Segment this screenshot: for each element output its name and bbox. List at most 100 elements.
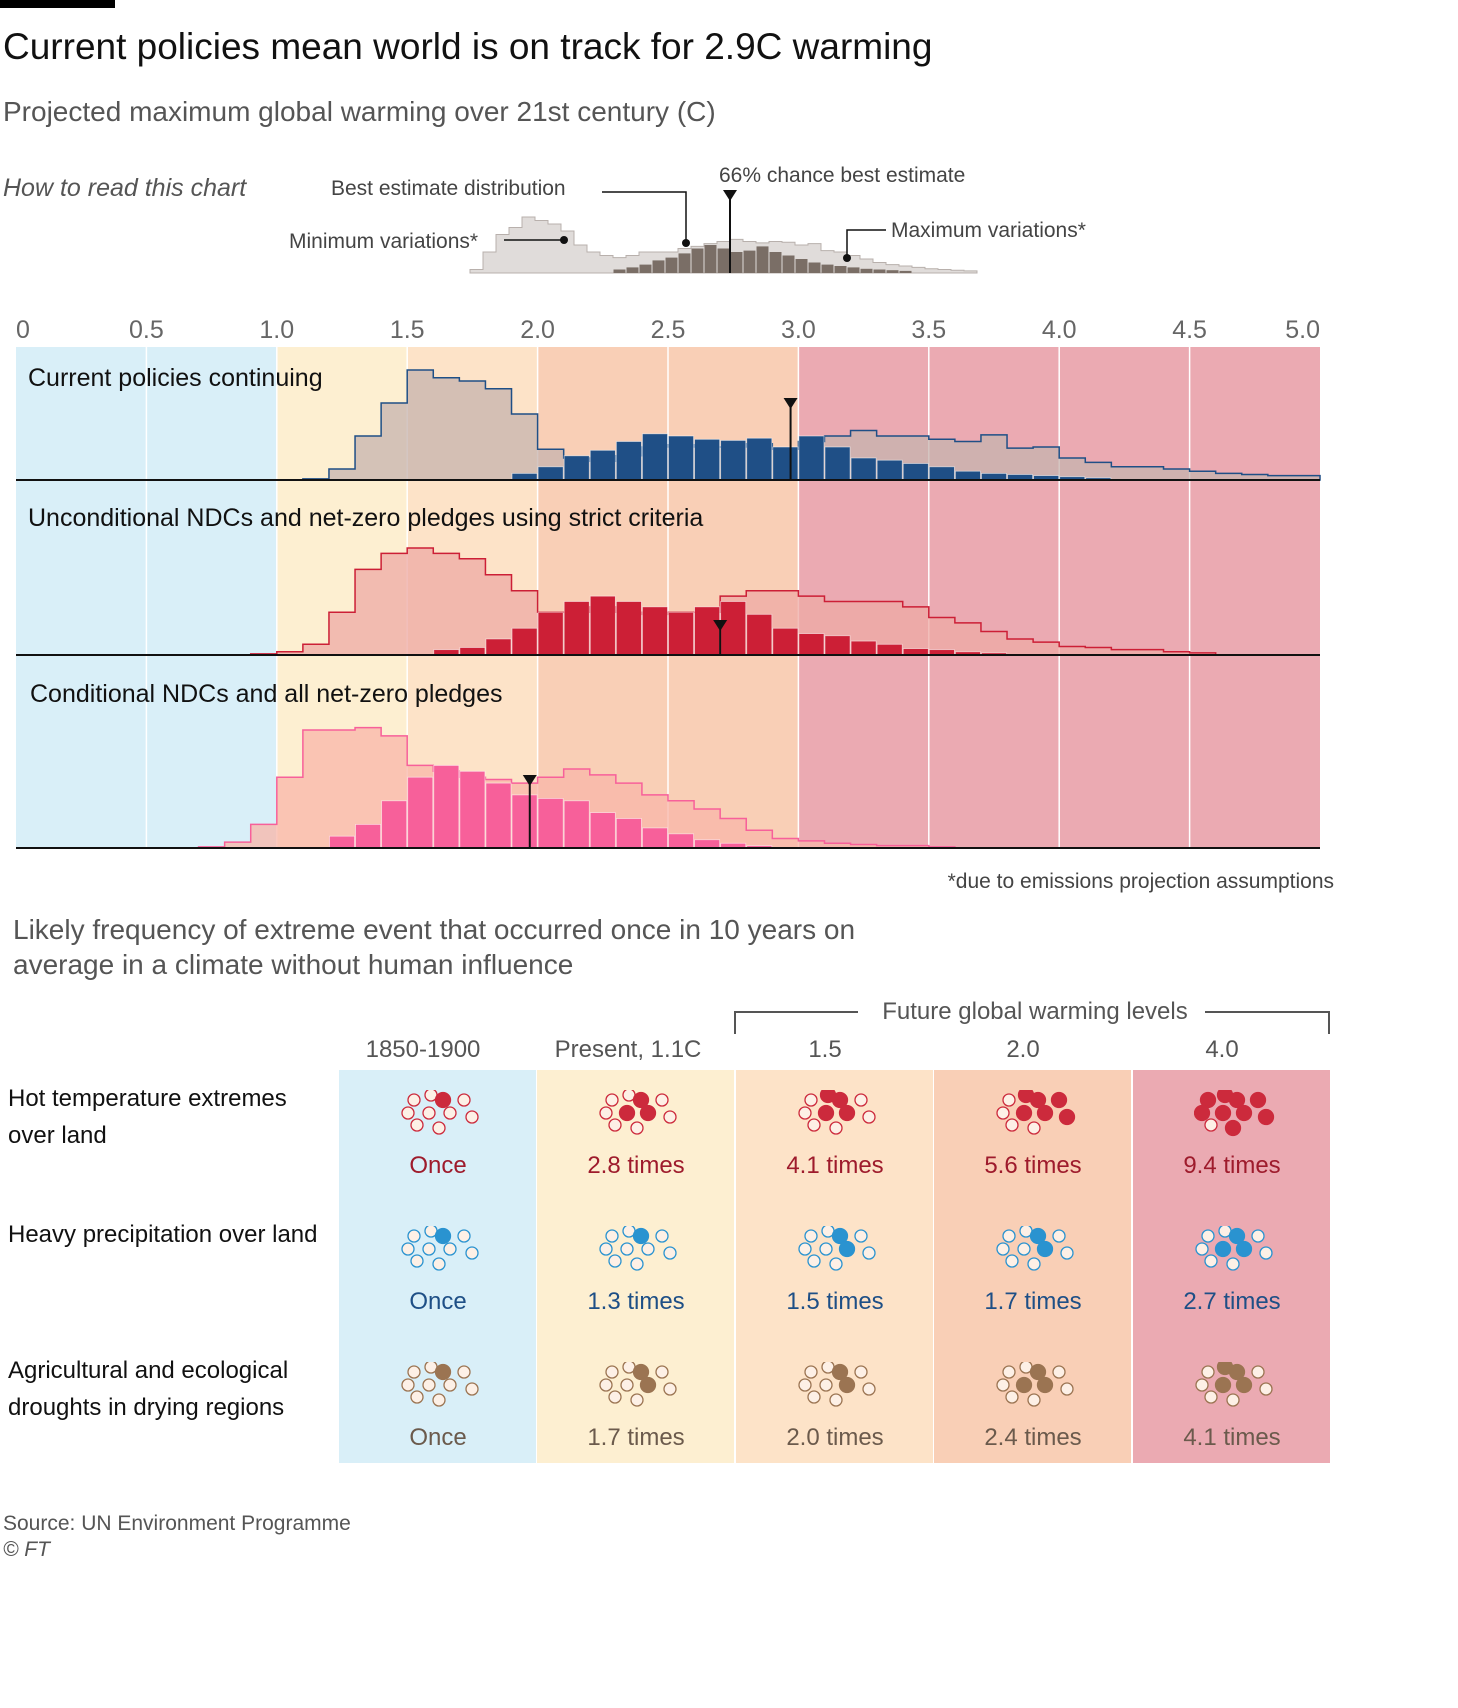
best-estimate-bar — [381, 800, 408, 849]
best-estimate-bar — [615, 818, 642, 849]
best-estimate-bar — [668, 833, 694, 849]
legend-bar — [899, 270, 912, 273]
column-header: 2.0 — [1006, 1036, 1040, 1063]
empty-dot — [806, 1118, 821, 1132]
frequency-value: 4.1 times — [786, 1152, 884, 1179]
frequency-dots — [598, 1226, 677, 1271]
best-estimate-bar — [407, 776, 434, 849]
empty-dot — [400, 1106, 415, 1120]
empty-dot — [1004, 1254, 1019, 1268]
best-estimate-bar — [876, 643, 903, 656]
x-tick-label: 2.5 — [651, 316, 686, 344]
empty-dot — [1001, 1229, 1016, 1243]
frequency-value: 9.4 times — [1183, 1152, 1281, 1179]
empty-dot — [1001, 1093, 1016, 1107]
future-levels-bracket — [734, 1011, 1330, 1034]
filled-dot — [1193, 1104, 1210, 1122]
best-estimate-bar — [850, 640, 877, 656]
frequency-value: 1.5 times — [786, 1288, 884, 1315]
frequency-value: 2.7 times — [1183, 1288, 1281, 1315]
best-estimate-bar — [798, 633, 825, 656]
filled-dot — [632, 1227, 649, 1245]
future-levels-label: Future global warming levels — [735, 998, 1335, 1026]
best-estimate-bar — [824, 446, 851, 481]
empty-dot — [629, 1393, 644, 1407]
legend-bar — [756, 246, 769, 273]
filled-dot — [831, 1363, 848, 1381]
frequency-value: 4.1 times — [1183, 1424, 1281, 1451]
empty-dot — [604, 1093, 619, 1107]
empty-dot — [1026, 1121, 1041, 1135]
row-label: Hot temperature extremes over land — [8, 1085, 287, 1149]
empty-dot — [1258, 1246, 1273, 1260]
best-estimate-bar — [642, 827, 668, 849]
frequency-dots — [797, 1362, 876, 1407]
empty-dot — [421, 1106, 436, 1120]
legend-bar — [730, 252, 743, 273]
row-label: Agricultural and ecological droughts in … — [8, 1357, 289, 1421]
filled-dot — [1235, 1240, 1252, 1258]
frequency-dots — [797, 1226, 876, 1271]
empty-dot — [1026, 1393, 1041, 1407]
legend-dot — [682, 239, 690, 247]
empty-dot — [400, 1378, 415, 1392]
empty-dot — [442, 1106, 457, 1120]
empty-dot — [456, 1365, 471, 1379]
frequency-value: 2.4 times — [984, 1424, 1082, 1451]
best-estimate-bar — [563, 601, 590, 656]
frequency-value: 1.7 times — [984, 1288, 1082, 1315]
legend-best-estimate-distribution: Best estimate distribution — [331, 177, 566, 200]
filled-dot — [838, 1376, 855, 1394]
empty-dot — [828, 1121, 843, 1135]
best-estimate-bar — [772, 446, 799, 481]
best-estimate-bar — [694, 438, 721, 481]
ft-top-bar — [0, 0, 115, 8]
empty-dot — [400, 1242, 415, 1256]
empty-dot — [607, 1390, 622, 1404]
empty-dot — [995, 1242, 1010, 1256]
empty-dot — [619, 1242, 634, 1256]
frequency-value: 1.3 times — [587, 1288, 685, 1315]
filled-dot — [838, 1104, 855, 1122]
legend-bar — [873, 269, 886, 273]
copyright: © FT — [3, 1538, 50, 1561]
empty-dot — [1250, 1229, 1265, 1243]
x-tick-label: 1.0 — [259, 316, 294, 344]
empty-dot — [803, 1365, 818, 1379]
empty-dot — [818, 1378, 833, 1392]
frequency-dots — [995, 1226, 1074, 1271]
best-estimate-bar — [694, 839, 721, 849]
empty-dot — [442, 1242, 457, 1256]
best-estimate-bar — [746, 613, 773, 656]
best-estimate-bar — [720, 601, 747, 656]
best-estimate-bar — [615, 441, 642, 481]
empty-dot — [629, 1257, 644, 1271]
chart-title: Current policies mean world is on track … — [3, 26, 933, 67]
legend-bar — [821, 264, 834, 273]
empty-dot — [1203, 1390, 1218, 1404]
filled-dot — [1029, 1363, 1046, 1381]
empty-dot — [1051, 1229, 1066, 1243]
filled-dot — [434, 1227, 451, 1245]
legend-bar — [717, 248, 730, 273]
frequency-value: 5.6 times — [984, 1152, 1082, 1179]
frequency-value: 2.0 times — [786, 1424, 884, 1451]
empty-dot — [861, 1382, 876, 1396]
legend-bar — [795, 259, 808, 273]
best-estimate-bar — [694, 606, 721, 656]
best-estimate-bar — [563, 800, 590, 849]
filled-dot — [1214, 1376, 1231, 1394]
empty-dot — [409, 1254, 424, 1268]
best-estimate-bar — [902, 463, 929, 481]
filled-dot — [817, 1104, 834, 1122]
empty-dot — [818, 1242, 833, 1256]
filled-dot — [1235, 1376, 1252, 1394]
frequency-dots — [400, 1090, 479, 1135]
empty-dot — [1194, 1378, 1209, 1392]
histogram-chart: 0 0.5 1.0 1.5 2.0 2.5 3.0 3.5 4.0 4.5 5.0 Current p… — [16, 316, 1321, 849]
filled-dot — [1228, 1363, 1245, 1381]
empty-dot — [406, 1093, 421, 1107]
x-tick-label: 1.5 — [390, 316, 425, 344]
empty-dot — [464, 1110, 479, 1124]
empty-dot — [797, 1378, 812, 1392]
